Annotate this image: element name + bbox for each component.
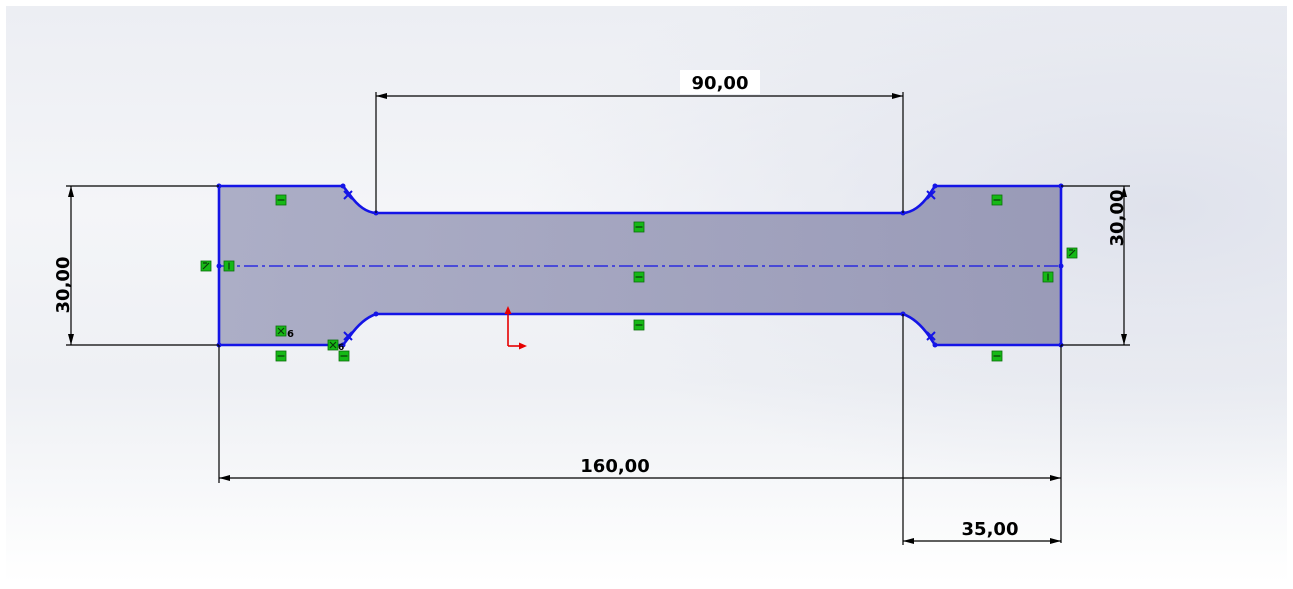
- vertical-relation-icon[interactable]: [223, 260, 235, 272]
- dimension-value[interactable]: 35,00: [962, 519, 1019, 540]
- tangent-relation-icon: [926, 331, 936, 341]
- origin-icon[interactable]: [504, 306, 528, 350]
- horizontal-relation-icon[interactable]: [633, 271, 645, 283]
- horizontal-relation-icon[interactable]: [275, 350, 287, 362]
- dimension-top-length[interactable]: 90,00: [375, 70, 904, 213]
- tangent-relation-icon: [343, 331, 353, 341]
- dimension-grip-length[interactable]: 35,00: [902, 314, 1061, 545]
- merge-relation-icon[interactable]: [327, 339, 339, 351]
- merge-relation-icon[interactable]: [275, 325, 287, 337]
- relation-count-label: 6: [338, 343, 344, 353]
- relation-icons[interactable]: [200, 194, 1078, 362]
- dimension-value[interactable]: 30,00: [1107, 190, 1128, 247]
- vertex[interactable]: [1058, 263, 1064, 269]
- horizontal-relation-icon[interactable]: [991, 194, 1003, 206]
- vertex[interactable]: [340, 183, 346, 189]
- vertex[interactable]: [932, 183, 938, 189]
- dimension-value[interactable]: 90,00: [692, 73, 749, 94]
- coincident-relation-icon[interactable]: [200, 260, 212, 272]
- relation-count-label: 6: [287, 329, 294, 340]
- vertex[interactable]: [340, 342, 346, 348]
- vertex[interactable]: [216, 263, 222, 269]
- tangent-relation-icon: [926, 190, 936, 200]
- dimension-right-height[interactable]: 30,00: [1061, 185, 1130, 346]
- dimension-value[interactable]: 30,00: [53, 257, 74, 314]
- horizontal-relation-icon[interactable]: [991, 350, 1003, 362]
- tangent-relation-icon: [343, 190, 353, 200]
- horizontal-relation-icon[interactable]: [338, 350, 350, 362]
- horizontal-relation-icon[interactable]: [633, 221, 645, 233]
- tangent-markers: [343, 190, 936, 341]
- horizontal-relation-icon[interactable]: [633, 319, 645, 331]
- vertical-relation-icon[interactable]: [1042, 271, 1054, 283]
- dimension-value[interactable]: 160,00: [580, 456, 649, 477]
- vertex[interactable]: [932, 342, 938, 348]
- horizontal-relation-icon[interactable]: [275, 194, 287, 206]
- vertex[interactable]: [373, 311, 379, 317]
- coincident-relation-icon[interactable]: [1066, 247, 1078, 259]
- dimension-left-height[interactable]: 30,00: [53, 185, 219, 346]
- dimension-overall-length[interactable]: 160,00: [218, 345, 1062, 543]
